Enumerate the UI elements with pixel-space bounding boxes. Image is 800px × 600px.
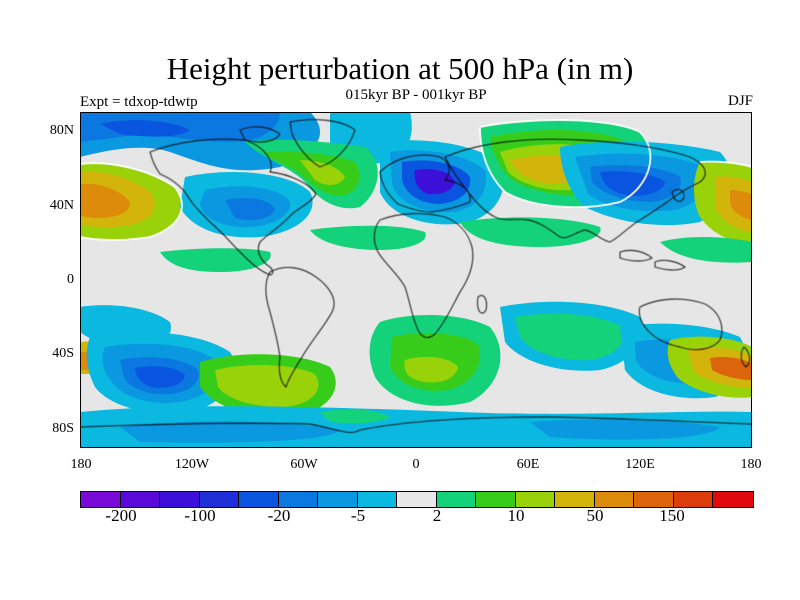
coastlines [80,119,752,433]
lon-label-180w: 180 [70,457,92,472]
colorbar-label: 2 [432,506,442,525]
colorbar-cell [357,492,397,507]
colorbar-cell [594,492,634,507]
colorbar-label: -20 [267,506,291,525]
colorbar-cell [436,492,476,507]
colorbar-cell [634,492,674,507]
colorbar-cell [160,492,200,507]
lon-label-60w: 60W [290,457,318,472]
colorbar-label: 10 [507,506,525,525]
colorbar-label: -200 [105,506,137,525]
contour-fill [80,112,752,448]
colorbar-cell [397,492,437,507]
map-panel [80,112,752,448]
colorbar [80,491,754,508]
lat-label-40n: 40N [49,198,74,213]
colorbar-cell [81,492,121,507]
colorbar-cell [673,492,713,507]
colorbar-cell [199,492,239,507]
colorbar-cell [278,492,318,507]
lat-label-40s: 40S [52,346,74,361]
lat-label-80n: 80N [49,123,74,138]
world-map-icon [80,112,752,448]
experiment-label: Expt = tdxop-tdwtp [80,94,198,110]
lon-label-180e: 180 [740,457,762,472]
colorbar-cell [120,492,160,507]
colorbar-cell [713,492,753,507]
lon-label-60e: 60E [516,457,540,472]
lon-label-120e: 120E [625,457,655,472]
lat-label-80s: 80S [52,421,74,436]
colorbar-cell [515,492,555,507]
colorbar-label: 50 [586,506,604,525]
lon-label-0: 0 [412,457,420,472]
colorbar-cell [555,492,595,507]
colorbar-cell [476,492,516,507]
season-label: DJF [727,93,753,109]
colorbar-label: 150 [659,506,685,525]
lon-label-120w: 120W [174,457,210,472]
colorbar-label: -5 [350,506,366,525]
plot-subtitle: 015kyr BP - 001kyr BP [345,87,487,103]
colorbar-cell [239,492,279,507]
plot-title: Height perturbation at 500 hPa (in m) [166,51,634,86]
colorbar-label: -100 [184,506,216,525]
lat-label-0: 0 [67,272,74,287]
colorbar-cell [318,492,358,507]
